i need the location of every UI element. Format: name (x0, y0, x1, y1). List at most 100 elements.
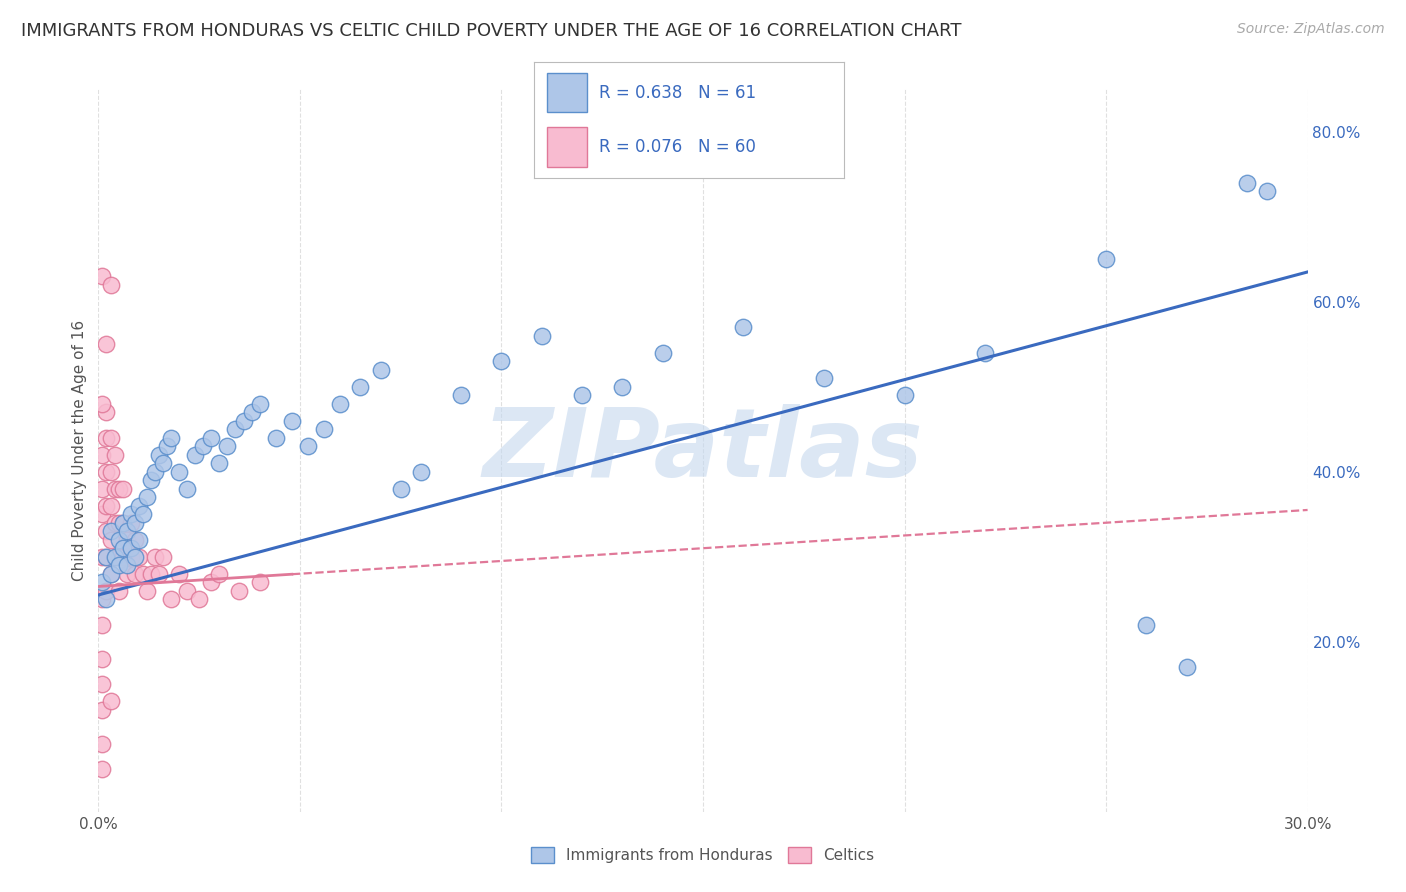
Point (107, 482, 129, 496)
Point (100, 524, 122, 539)
Point (491, 354, 513, 368)
Point (96, 524, 118, 539)
Point (96, 583, 118, 598)
Point (120, 516, 142, 530)
Point (96, 337, 118, 351)
Point (91, 448, 114, 462)
Point (1256, 184, 1278, 198)
Text: R = 0.638   N = 61: R = 0.638 N = 61 (599, 84, 756, 102)
Point (208, 566, 231, 581)
Point (200, 431, 222, 445)
Point (96, 549, 118, 564)
Point (143, 549, 166, 564)
Point (228, 583, 250, 598)
Point (128, 549, 150, 564)
Point (107, 516, 129, 530)
Point (91, 703, 114, 717)
Point (128, 533, 150, 547)
Point (124, 566, 146, 581)
Point (91, 737, 114, 751)
Legend: Immigrants from Honduras, Celtics: Immigrants from Honduras, Celtics (526, 841, 880, 869)
Point (156, 439, 179, 453)
Point (409, 465, 432, 479)
Point (143, 465, 166, 479)
Point (132, 566, 155, 581)
Point (124, 549, 146, 564)
Bar (547, 73, 586, 112)
Point (124, 516, 146, 530)
Point (148, 566, 170, 581)
Point (91, 575, 114, 590)
Point (111, 516, 134, 530)
Point (100, 499, 122, 513)
Point (124, 533, 146, 547)
Point (91, 269, 114, 284)
Point (249, 397, 271, 411)
Point (1095, 252, 1118, 267)
Text: IMMIGRANTS FROM HONDURAS VS CELTIC CHILD POVERTY UNDER THE AGE OF 16 CORRELATION: IMMIGRANTS FROM HONDURAS VS CELTIC CHILD… (21, 22, 962, 40)
Point (107, 533, 129, 547)
Point (160, 592, 183, 607)
Text: ZIPatlas: ZIPatlas (482, 404, 924, 497)
Point (91, 507, 114, 521)
Point (281, 414, 304, 428)
Point (103, 448, 125, 462)
Point (91, 549, 114, 564)
Point (111, 549, 134, 564)
Point (115, 533, 138, 547)
Point (152, 549, 174, 564)
Point (370, 362, 392, 376)
Point (249, 575, 271, 590)
Bar (547, 128, 586, 167)
Point (103, 482, 125, 496)
Point (96, 549, 118, 564)
Point (530, 328, 553, 343)
Point (240, 405, 263, 419)
Y-axis label: Child Poverty Under the Age of 16: Child Poverty Under the Age of 16 (72, 320, 87, 581)
Point (100, 277, 122, 292)
Point (135, 490, 157, 504)
Point (91, 617, 114, 632)
Point (135, 583, 157, 598)
Point (217, 439, 239, 453)
Point (96, 592, 118, 607)
Point (813, 371, 835, 385)
Point (200, 575, 222, 590)
Point (91, 677, 114, 691)
Point (176, 482, 198, 496)
Point (349, 380, 371, 394)
Point (100, 566, 122, 581)
Text: Source: ZipAtlas.com: Source: ZipAtlas.com (1237, 22, 1385, 37)
Point (111, 541, 134, 556)
Point (193, 439, 215, 453)
Point (120, 549, 142, 564)
Point (96, 431, 118, 445)
Point (1135, 617, 1157, 632)
Point (107, 583, 129, 598)
Point (893, 388, 915, 402)
Point (115, 524, 138, 539)
Point (128, 499, 150, 513)
Point (188, 592, 211, 607)
Point (100, 566, 122, 581)
Point (314, 422, 336, 436)
Point (91, 592, 114, 607)
Point (120, 507, 142, 521)
Point (139, 473, 162, 487)
Text: R = 0.076   N = 60: R = 0.076 N = 60 (599, 138, 756, 156)
Point (103, 516, 125, 530)
Point (107, 549, 129, 564)
Point (103, 549, 125, 564)
Point (224, 422, 246, 436)
Point (1175, 660, 1198, 674)
Point (120, 541, 142, 556)
Point (733, 320, 755, 334)
Point (115, 566, 138, 581)
Point (111, 482, 134, 496)
Point (152, 456, 174, 470)
Point (1236, 176, 1258, 190)
Point (91, 762, 114, 776)
Point (208, 456, 231, 470)
Point (974, 345, 997, 359)
Point (91, 482, 114, 496)
